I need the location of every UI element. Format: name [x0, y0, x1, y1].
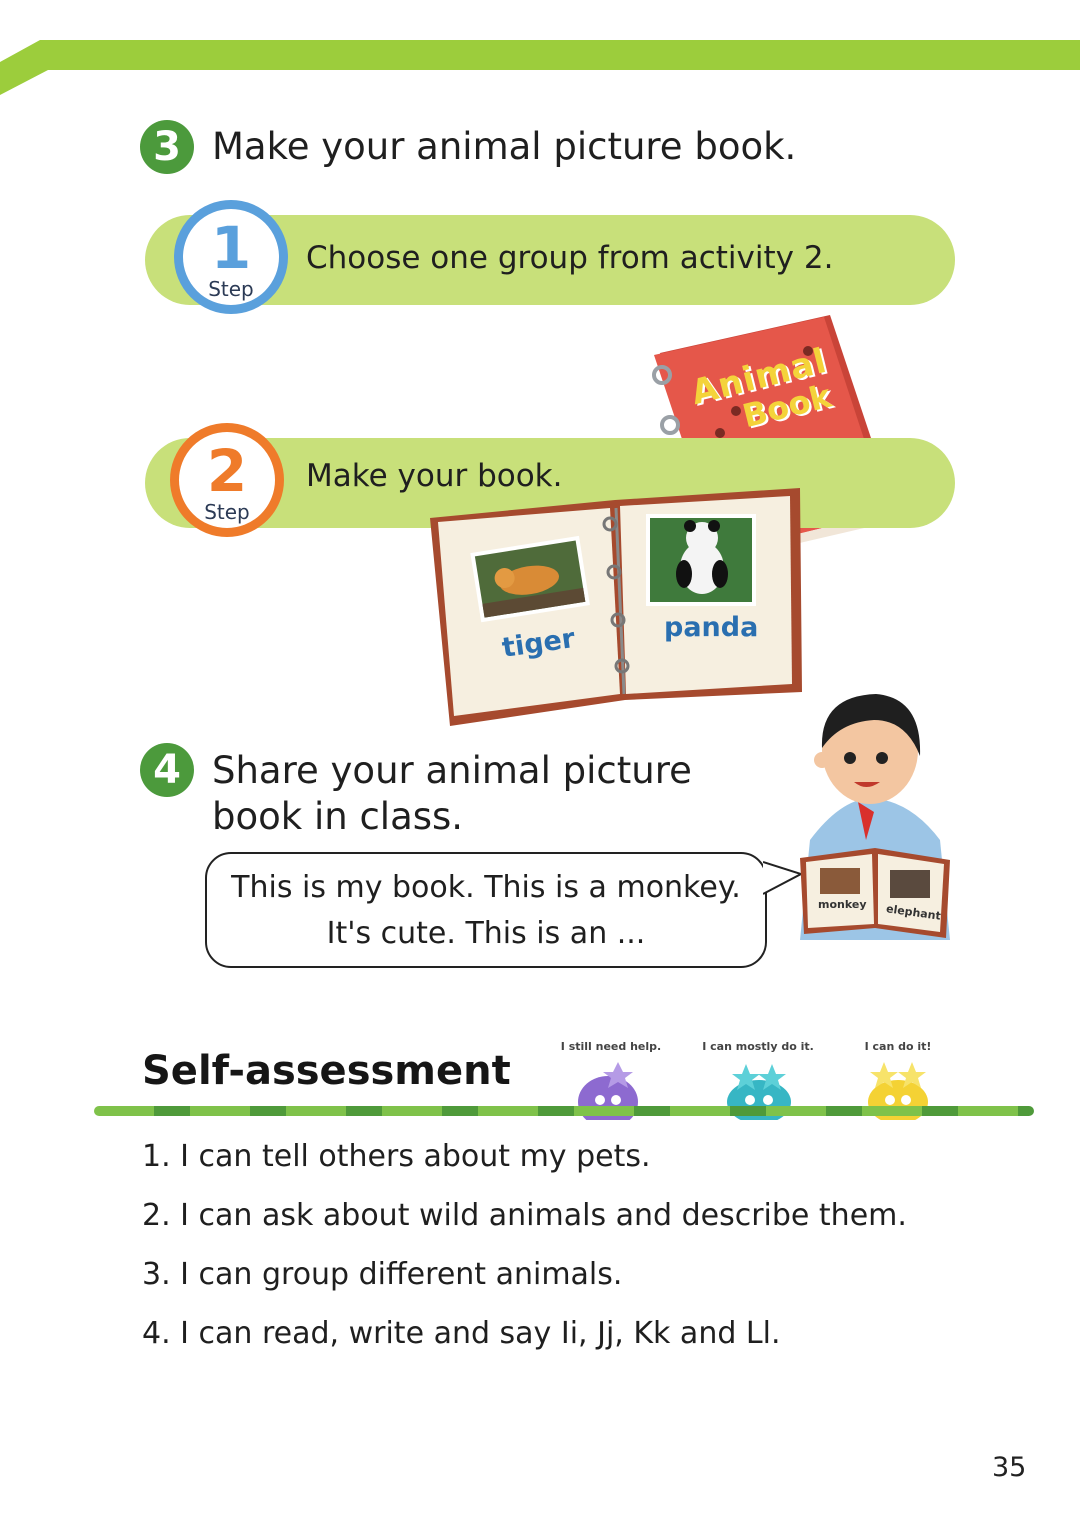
- section-4-title-line2: book in class.: [212, 795, 464, 838]
- section-3-number-badge: 3: [140, 120, 194, 174]
- open-picture-book: tiger panda: [430, 488, 802, 728]
- self-assessment-title: Self-assessment: [142, 1048, 511, 1094]
- assessment-item-1: 1. I can tell others about my pets.: [142, 1139, 651, 1174]
- small-book-icon: [800, 848, 950, 938]
- section-4-number: 4: [153, 747, 181, 793]
- step-1-text: Choose one group from activity 2.: [306, 240, 834, 276]
- page-number: 35: [992, 1452, 1027, 1483]
- step-1-number: 1: [210, 214, 252, 282]
- section-4-title-line1: Share your animal picture: [212, 749, 692, 792]
- boy-book: monkey elephant: [800, 848, 950, 940]
- section-3-number: 3: [153, 124, 181, 170]
- boy-illustration: monkey elephant: [770, 690, 970, 950]
- rating-mostly-do-it-label: I can mostly do it.: [702, 1040, 814, 1053]
- tiger-photo: [470, 535, 590, 623]
- panda-label: panda: [664, 612, 759, 643]
- assessment-item-4: 4. I can read, write and say Ii, Jj, Kk …: [142, 1316, 781, 1351]
- section-4-number-badge: 4: [140, 743, 194, 797]
- rating-can-do-it-label: I can do it!: [864, 1040, 932, 1053]
- monkey-label: monkey: [818, 898, 867, 911]
- rating-still-need-help-label: I still need help.: [560, 1040, 662, 1053]
- speech-line-1: This is my book. This is a monkey.: [231, 870, 741, 905]
- section-3-title: Make your animal picture book.: [212, 125, 797, 168]
- step-2-badge: 2 Step: [170, 423, 284, 537]
- step-2-text: Make your book.: [306, 458, 563, 494]
- self-assessment-divider: [94, 1106, 1034, 1116]
- step-1-badge: 1 Step: [174, 200, 288, 314]
- speech-bubble: This is my book. This is a monkey. It's …: [205, 852, 767, 968]
- assessment-item-3: 3. I can group different animals.: [142, 1257, 623, 1292]
- speech-line-2: It's cute. This is an ...: [326, 916, 646, 951]
- step-1-label: Step: [208, 277, 254, 301]
- assessment-item-2: 2. I can ask about wild animals and desc…: [142, 1198, 907, 1233]
- panda-photo: [646, 514, 756, 606]
- open-book-illustration: [430, 488, 802, 726]
- step-2-label: Step: [204, 500, 250, 524]
- step-2-number: 2: [206, 437, 248, 505]
- top-green-band: [0, 40, 1080, 95]
